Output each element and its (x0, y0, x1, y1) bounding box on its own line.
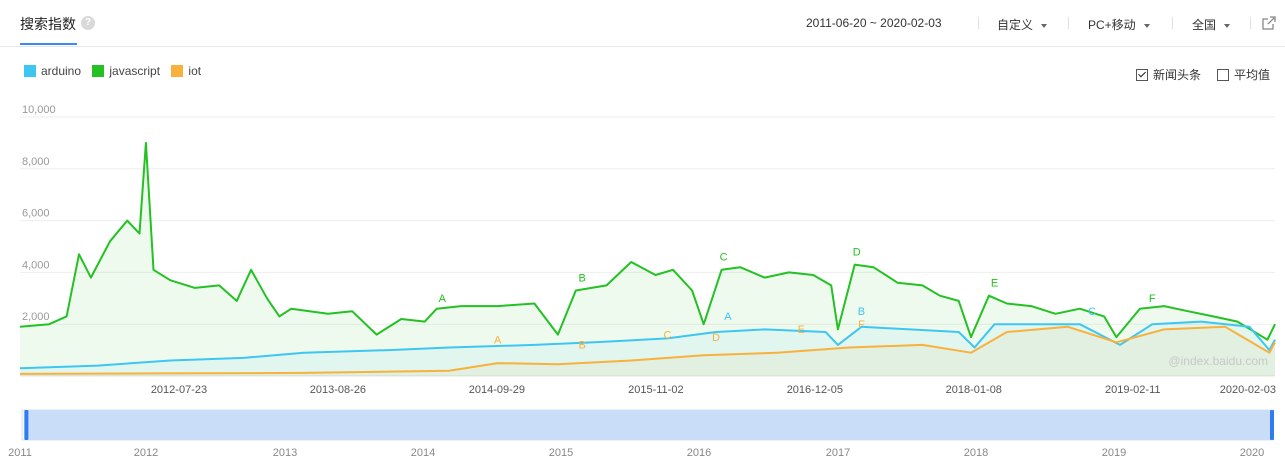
legend-label: arduino (41, 64, 82, 78)
legend-swatch (92, 65, 105, 77)
y-tick-label: 2,000 (22, 311, 50, 323)
device-label: PC+移动 (1088, 18, 1136, 32)
annotation-marker: C (720, 252, 728, 264)
y-tick-label: 4,000 (22, 259, 50, 271)
range-slider-handle-left (24, 410, 29, 440)
help-icon[interactable]: ? (81, 16, 95, 30)
legend-swatch (171, 65, 184, 77)
annotation-marker: A (494, 335, 502, 347)
news-check-icon (1136, 69, 1148, 81)
news-label: 新闻头条 (1153, 68, 1202, 82)
range-slider-selection (26, 410, 1274, 440)
slider-year-label: 2020 (1240, 447, 1264, 459)
chevron-down-icon (1041, 23, 1048, 28)
annotation-marker: E (798, 324, 805, 336)
slider-year-label: 2014 (411, 447, 435, 459)
slider-year-label: 2015 (549, 447, 573, 459)
legend-label: javascript (109, 64, 161, 78)
divider (1068, 17, 1069, 29)
chart-legend: arduino javascript iot (24, 64, 209, 78)
annotation-marker: B (858, 306, 865, 318)
x-tick-label: 2018-01-08 (946, 384, 1002, 396)
header-bar: 搜索指数 ? 2011-06-20 ~ 2020-02-03 自定义 PC+移动… (0, 0, 1285, 47)
average-check-icon (1217, 69, 1229, 81)
x-tick-label: 2019-02-11 (1105, 384, 1160, 396)
page-title: 搜索指数 (20, 16, 76, 32)
date-range-label[interactable]: 2011-06-20 ~ 2020-02-03 (806, 16, 942, 30)
legend-item-javascript[interactable]: javascript (92, 64, 160, 78)
divider (1172, 17, 1173, 29)
slider-year-label: 2012 (134, 447, 158, 459)
news-checkbox[interactable]: 新闻头条 (1136, 66, 1201, 83)
region-dropdown[interactable]: 全国 (1192, 16, 1231, 33)
legend-item-arduino[interactable]: arduino (24, 64, 81, 78)
y-tick-label: 10,000 (22, 104, 56, 116)
divider (978, 17, 979, 29)
annotation-marker: B (578, 272, 585, 284)
slider-year-label: 2013 (273, 447, 297, 459)
slider-year-label: 2018 (964, 447, 988, 459)
slider-year-label: 2017 (826, 447, 850, 459)
region-label: 全国 (1192, 18, 1217, 32)
annotation-marker: F (858, 319, 865, 331)
legend-item-iot[interactable]: iot (171, 64, 201, 78)
annotation-marker: F (1149, 293, 1156, 305)
series-line-arduino (19, 320, 1276, 370)
x-tick-label: 2012-07-23 (151, 384, 207, 396)
custom-range-dropdown[interactable]: 自定义 (997, 16, 1048, 33)
annotation-marker: A (439, 293, 447, 305)
divider (1250, 17, 1251, 29)
legend-swatch (24, 65, 36, 77)
annotation-marker: D (712, 332, 720, 344)
series-line-javascript (19, 141, 1276, 341)
share-icon[interactable] (1262, 16, 1276, 30)
watermark: @index.baidu.com (1168, 354, 1268, 368)
legend-label: iot (188, 64, 202, 78)
annotation-marker: C (1088, 306, 1096, 318)
range-slider-handle-right (1270, 410, 1274, 440)
x-tick-label: 2014-09-29 (469, 384, 525, 396)
active-tab-indicator (20, 43, 77, 45)
average-label: 平均值 (1234, 68, 1271, 82)
slider-year-label: 2016 (687, 447, 711, 459)
x-tick-label: 2015-11-02 (628, 384, 683, 396)
device-dropdown[interactable]: PC+移动 (1088, 16, 1150, 33)
x-tick-label: 2013-08-26 (310, 384, 366, 396)
annotation-marker: A (724, 311, 732, 323)
series-area-javascript (20, 142, 1275, 376)
slider-year-label: 2011 (8, 447, 32, 459)
x-tick-label: 2016-12-05 (787, 384, 843, 396)
annotation-marker: E (991, 278, 998, 290)
series-area-iot (20, 326, 1275, 376)
chevron-down-icon (1143, 23, 1150, 28)
slider-year-label: 2019 (1102, 447, 1126, 459)
y-tick-label: 6,000 (22, 208, 50, 220)
y-tick-label: 8,000 (22, 156, 50, 168)
annotation-marker: D (853, 246, 861, 258)
custom-range-label: 自定义 (997, 18, 1034, 32)
series-line-iot (19, 325, 1276, 375)
chevron-down-icon (1224, 23, 1231, 28)
x-tick-label: 2020-02-03 (1220, 384, 1276, 396)
annotation-marker: C (663, 329, 671, 341)
annotation-marker: B (578, 340, 585, 352)
average-checkbox[interactable]: 平均值 (1217, 66, 1270, 83)
